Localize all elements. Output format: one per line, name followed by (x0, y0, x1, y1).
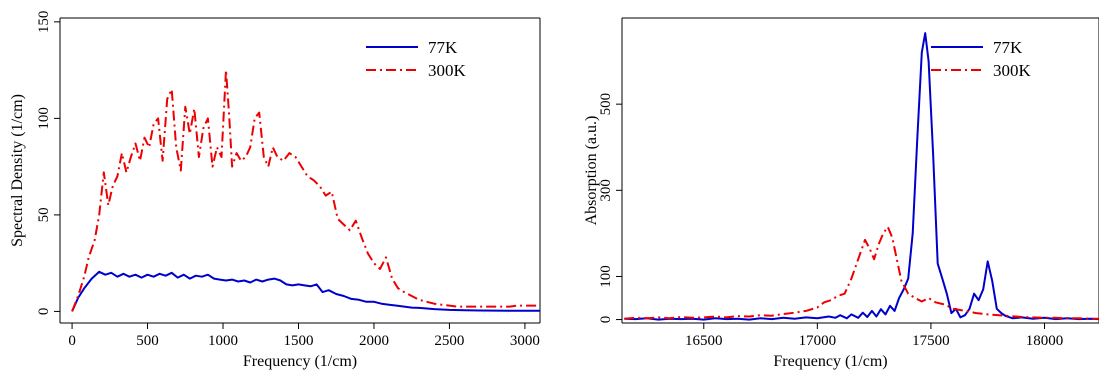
y-tick-label: 100 (598, 265, 614, 288)
x-tick-label: 17500 (912, 333, 950, 349)
series-line-77k (72, 272, 540, 312)
x-tick-label: 2000 (359, 333, 389, 349)
x-tick-label: 3000 (510, 333, 540, 349)
y-tick-label: 0 (598, 316, 614, 324)
x-tick-label: 16500 (685, 333, 723, 349)
x-tick-label: 18000 (1026, 333, 1064, 349)
x-tick-label: 500 (136, 333, 159, 349)
legend-label: 300K (993, 61, 1032, 80)
y-tick-label: 50 (36, 207, 52, 222)
y-axis-title: Absorption (a.u.) (583, 116, 600, 226)
x-tick-label: 1000 (208, 333, 238, 349)
x-tick-label: 2500 (434, 333, 464, 349)
y-tick-label: 0 (36, 308, 52, 316)
y-tick-label: 150 (36, 11, 52, 34)
y-tick-label: 100 (36, 107, 52, 130)
x-tick-label: 0 (68, 333, 76, 349)
legend-label: 300K (428, 61, 467, 80)
x-tick-label: 17000 (799, 333, 837, 349)
series-line-300k (624, 227, 1099, 319)
y-tick-label: 300 (598, 179, 614, 202)
legend-label: 77K (993, 38, 1023, 57)
left-panel-spectral-density: 0 500 1000 1500 2000 2500 3000 0 50 100 150 Frequen… (9, 11, 540, 370)
series-line-300k (72, 70, 540, 311)
x-axis-title: Frequency (1/cm) (243, 353, 357, 370)
legend-label: 77K (428, 38, 458, 57)
y-axis-title: Spectral Density (1/cm) (9, 94, 26, 247)
right-panel-absorption: 16500 17000 17500 18000 0 100 300 500 Frequency … (583, 18, 1099, 370)
x-axis-title: Frequency (1/cm) (773, 353, 887, 370)
y-tick-label: 500 (598, 93, 614, 116)
x-tick-label: 1500 (283, 333, 313, 349)
